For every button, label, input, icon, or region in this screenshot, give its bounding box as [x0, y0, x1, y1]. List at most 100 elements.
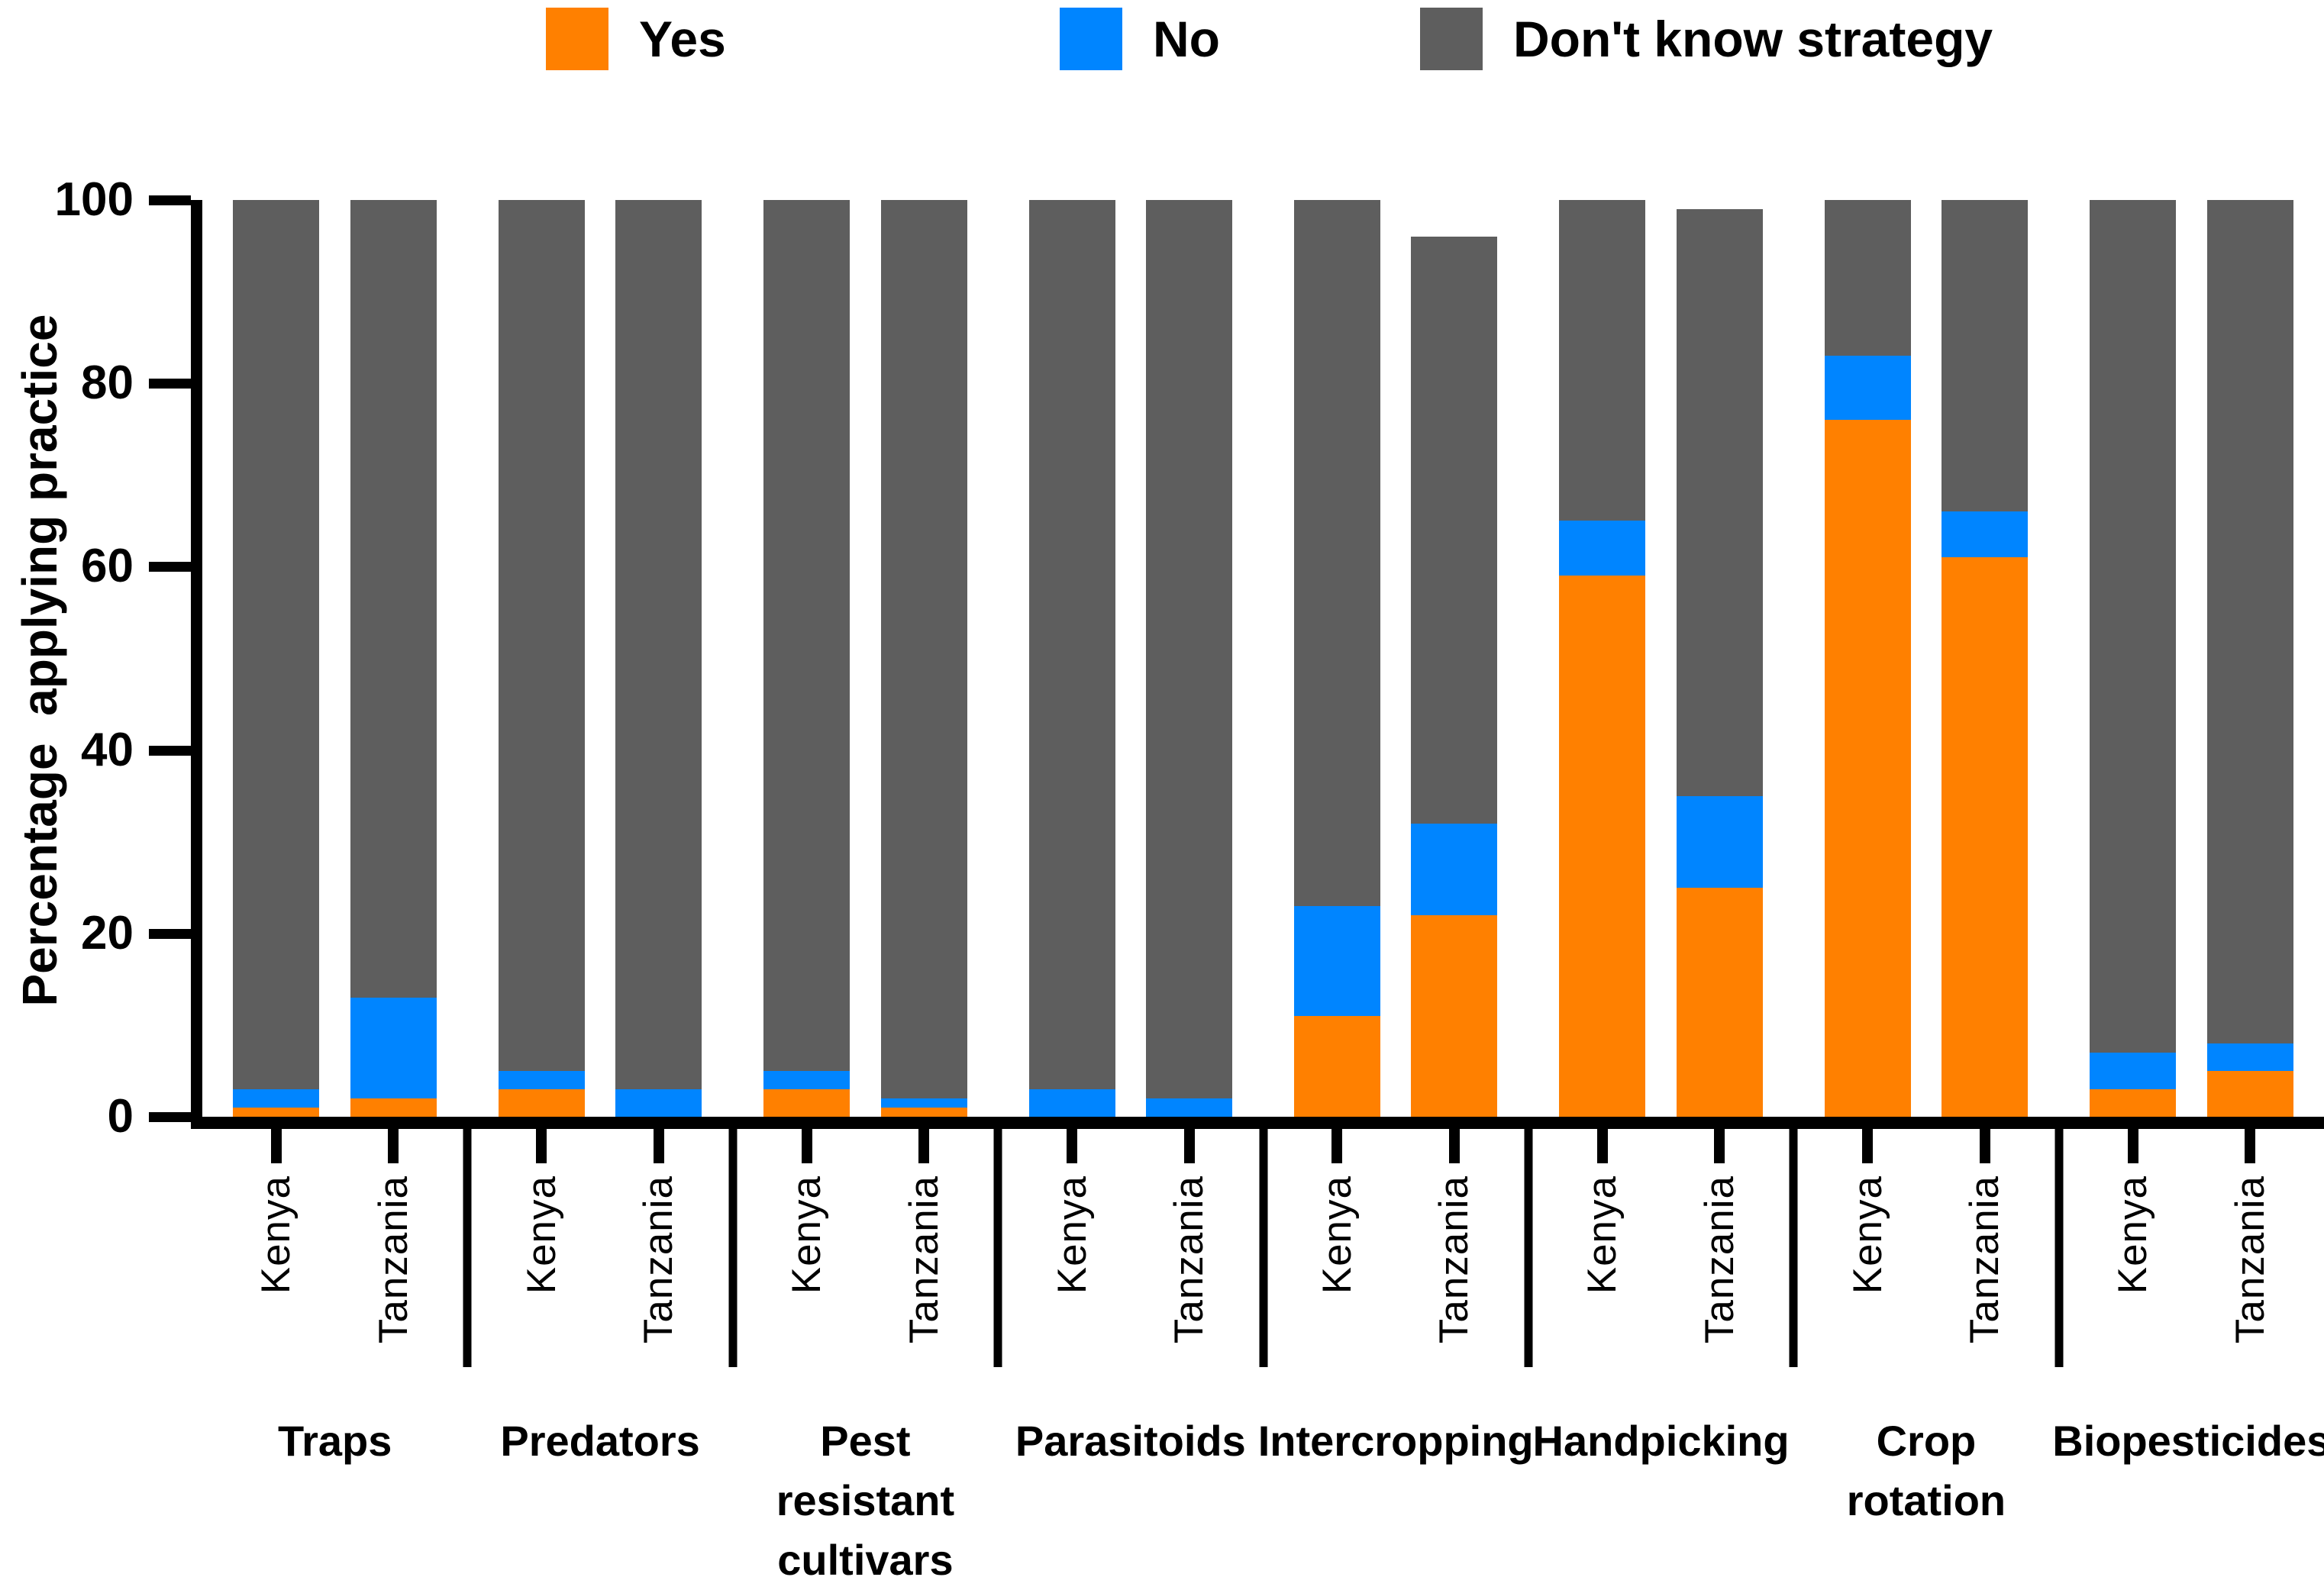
x-tick-mark	[1331, 1129, 1343, 1163]
bar-group-predators	[467, 200, 732, 1117]
x-label-tanzania: Tanzania	[1167, 1176, 1212, 1344]
segment-no-parasitoids-kenya	[1028, 1088, 1115, 1117]
x-col-predators-tanzania: Tanzania	[615, 1129, 702, 1343]
group-label-handpicking: Handpicking	[1532, 1417, 1790, 1465]
segment-no-handpicking-kenya	[1559, 521, 1646, 576]
bar-group-traps	[202, 200, 467, 1117]
y-tick-label: 60	[81, 540, 134, 593]
x-label-tanzania: Tanzania	[2227, 1176, 2273, 1344]
x-label-tanzania: Tanzania	[1432, 1176, 1477, 1344]
bar-group-handpicking	[1528, 200, 1793, 1117]
segment-no-crop-rotation-kenya	[1824, 356, 1911, 421]
legend-swatch-dont-know	[1420, 8, 1483, 70]
segment-no-traps-kenya	[233, 1088, 320, 1108]
segment-don-t-know-strategy-pest-resistant-cultivars-tanzania	[880, 200, 967, 1098]
x-tick-row-parasitoids: Kenya Tanzania	[998, 1129, 1263, 1343]
x-label-kenya: Kenya	[784, 1176, 830, 1295]
segment-no-predators-tanzania	[615, 1088, 702, 1117]
x-col-intercropping-kenya: Kenya	[1294, 1129, 1380, 1343]
segment-yes-traps-tanzania	[350, 1098, 437, 1117]
x-tick-mark	[2245, 1129, 2256, 1163]
segment-yes-pest-resistant-cultivars-tanzania	[880, 1108, 967, 1117]
y-tick-mark	[149, 1112, 191, 1122]
x-tick-row-traps: Kenya Tanzania	[202, 1129, 467, 1343]
y-tick-mark	[149, 745, 191, 756]
bar-predators-tanzania	[615, 200, 702, 1117]
y-axis: 0 20 40 60 80 100	[0, 173, 191, 1143]
x-group-cell-pest-resistant-cultivars: Kenya Tanzania Pest resistant cultivars	[733, 1129, 998, 1584]
legend-item-dont-know: Don't know strategy	[1420, 8, 1993, 70]
segment-don-t-know-strategy-traps-kenya	[233, 200, 320, 1089]
segment-don-t-know-strategy-traps-tanzania	[350, 200, 437, 998]
segment-don-t-know-strategy-predators-kenya	[498, 200, 585, 1071]
group-separator	[1259, 1129, 1267, 1367]
x-tick-mark	[653, 1129, 664, 1163]
bar-group-biopesticides	[2059, 200, 2324, 1117]
bar-intercropping-tanzania	[1411, 200, 1498, 1117]
y-tick-label: 80	[81, 356, 134, 410]
segment-no-biopesticides-tanzania	[2206, 1043, 2293, 1071]
segment-no-crop-rotation-tanzania	[1942, 511, 2029, 558]
segment-don-t-know-strategy-handpicking-tanzania	[1676, 209, 1763, 796]
segment-no-traps-tanzania	[350, 997, 437, 1098]
x-col-predators-kenya: Kenya	[499, 1129, 585, 1343]
x-label-kenya: Kenya	[2110, 1176, 2156, 1295]
y-tick-mark	[149, 562, 191, 572]
group-separator	[1524, 1129, 1533, 1367]
x-group-cell-biopesticides: Kenya Tanzania Biopesticides	[2052, 1129, 2324, 1550]
legend-swatch-yes	[546, 8, 608, 70]
x-tick-row-predators: Kenya Tanzania	[467, 1129, 732, 1343]
x-group-cell-predators: Kenya Tanzania Predators	[467, 1129, 732, 1550]
x-tick-mark	[1183, 1129, 1195, 1163]
x-tick-mark	[1862, 1129, 1874, 1163]
x-col-biopesticides-tanzania: Tanzania	[2207, 1129, 2293, 1343]
x-col-intercropping-tanzania: Tanzania	[1411, 1129, 1497, 1343]
bar-intercropping-kenya	[1293, 200, 1380, 1117]
segment-no-intercropping-kenya	[1293, 905, 1380, 1016]
y-tick-mark	[149, 195, 191, 205]
segment-yes-crop-rotation-tanzania	[1942, 557, 2029, 1117]
legend-label-no: No	[1153, 11, 1220, 67]
segment-no-parasitoids-tanzania	[1146, 1098, 1233, 1117]
x-tick-mark	[918, 1129, 930, 1163]
bar-handpicking-tanzania	[1676, 200, 1763, 1117]
x-col-crop-rotation-tanzania: Tanzania	[1942, 1129, 2028, 1343]
x-label-kenya: Kenya	[253, 1176, 299, 1295]
segment-don-t-know-strategy-pest-resistant-cultivars-kenya	[763, 200, 851, 1071]
plot-area	[191, 200, 2324, 1129]
x-tick-row-handpicking: Kenya Tanzania	[1528, 1129, 1793, 1343]
x-tick-mark	[388, 1129, 399, 1163]
group-label-predators: Predators	[500, 1417, 700, 1465]
bar-crop-rotation-kenya	[1824, 200, 1911, 1117]
x-tick-mark	[270, 1129, 282, 1163]
legend-swatch-no	[1060, 8, 1122, 70]
x-group-cell-crop-rotation: Kenya Tanzania Crop rotation	[1793, 1129, 2058, 1550]
segment-don-t-know-strategy-parasitoids-kenya	[1028, 200, 1115, 1089]
x-tick-row-crop-rotation: Kenya Tanzania	[1793, 1129, 2058, 1343]
bar-parasitoids-kenya	[1028, 200, 1115, 1117]
y-tick-label: 100	[54, 173, 134, 226]
bar-handpicking-kenya	[1559, 200, 1646, 1117]
bar-group-crop-rotation	[1793, 200, 2058, 1117]
x-tick-row-pest-resistant-cultivars: Kenya Tanzania	[733, 1129, 998, 1343]
segment-yes-handpicking-tanzania	[1676, 887, 1763, 1117]
segment-no-intercropping-tanzania	[1411, 823, 1498, 915]
x-tick-mark	[1596, 1129, 1608, 1163]
x-tick-mark	[1714, 1129, 1725, 1163]
x-tick-mark	[1448, 1129, 1460, 1163]
bar-pest-resistant-cultivars-kenya	[763, 200, 851, 1117]
x-group-cell-handpicking: Kenya Tanzania Handpicking	[1528, 1129, 1793, 1550]
x-col-traps-kenya: Kenya	[233, 1129, 319, 1343]
segment-don-t-know-strategy-biopesticides-kenya	[2090, 200, 2177, 1053]
x-tick-mark	[1979, 1129, 1990, 1163]
segment-yes-traps-kenya	[233, 1108, 320, 1117]
segment-yes-crop-rotation-kenya	[1824, 420, 1911, 1117]
segment-no-predators-kenya	[498, 1070, 585, 1089]
x-label-kenya: Kenya	[518, 1176, 564, 1295]
group-label-crop-rotation: Crop rotation	[1846, 1417, 2006, 1524]
x-tick-mark	[536, 1129, 547, 1163]
bar-biopesticides-kenya	[2090, 200, 2177, 1117]
segment-yes-predators-kenya	[498, 1088, 585, 1117]
segment-no-handpicking-tanzania	[1676, 795, 1763, 888]
legend-label-yes: Yes	[639, 11, 726, 67]
